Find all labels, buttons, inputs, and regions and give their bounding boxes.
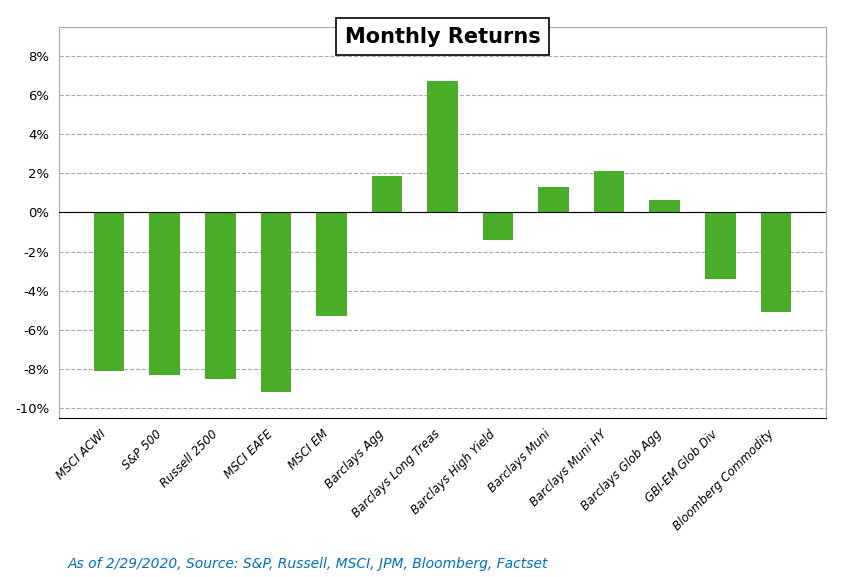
- Bar: [205, 212, 235, 379]
- Bar: [427, 81, 458, 212]
- Text: As of 2/29/2020, Source: S&P, Russell, MSCI, JPM, Bloomberg, Factset: As of 2/29/2020, Source: S&P, Russell, M…: [67, 557, 547, 571]
- Bar: [649, 200, 680, 212]
- Bar: [261, 212, 291, 392]
- Bar: [483, 212, 513, 240]
- Bar: [150, 212, 180, 375]
- Text: Monthly Returns: Monthly Returns: [345, 27, 541, 47]
- Bar: [705, 212, 736, 279]
- Bar: [594, 171, 625, 212]
- Bar: [538, 187, 569, 212]
- Bar: [372, 176, 402, 212]
- Bar: [316, 212, 346, 316]
- Bar: [94, 212, 124, 371]
- Bar: [760, 212, 791, 312]
